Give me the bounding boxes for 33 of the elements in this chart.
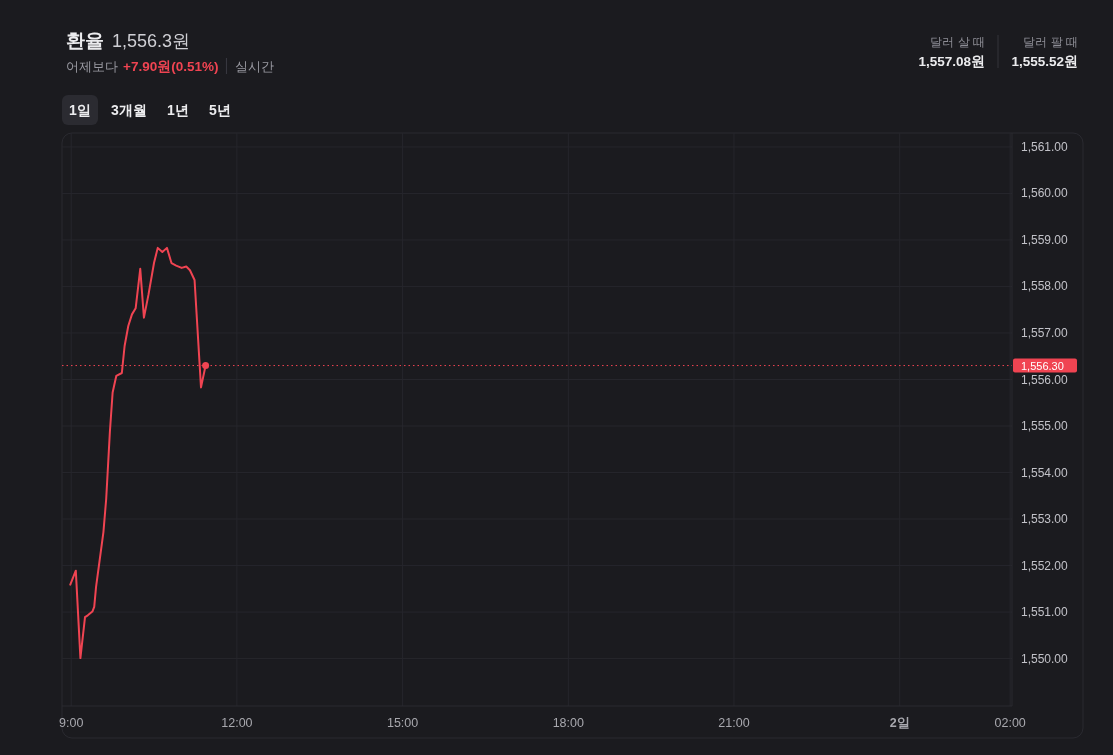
y-tick: 1,559.00 [1021,232,1068,247]
x-tick: 15:00 [386,716,419,730]
annotation: 1,555.52원 [1011,54,1078,69]
y-tick: 1,553.00 [1021,512,1068,527]
y-tick: 1,558.00 [1021,279,1068,294]
y-tick: 1,554.00 [1021,465,1068,480]
ref-line-label: 1,556.30 [1021,360,1064,373]
button-label: 3개월 [111,102,147,118]
y-tick: 1,552.00 [1021,558,1068,573]
annotation: 어제보다 [66,59,118,74]
x-tick: 21:00 [718,716,750,730]
annotation: 실시간 [235,59,275,74]
annotation: 1,557.08원 [918,54,985,69]
y-tick: 1,560.00 [1021,186,1068,201]
x-tick: 12:00 [221,716,253,730]
title: 환율 [66,30,104,51]
subtitle: 1,556.3원 [112,31,191,51]
y-tick: 1,555.00 [1021,419,1068,433]
x-tick: 2일 [889,716,910,730]
y-tick: 1,557.00 [1021,326,1068,340]
x-tick: 18:00 [552,716,584,730]
button-label: 5년 [209,102,231,118]
y-tick: 1,561.00 [1021,139,1068,154]
annotation: 달러 팔 때 [1023,35,1078,49]
y-tick: 1,550.00 [1021,651,1068,666]
x-tick: 02:00 [994,716,1026,730]
y-tick: 1,551.00 [1021,605,1068,620]
x-tick: 9:00 [59,716,84,730]
button-label: 1년 [167,102,189,118]
y-tick: 1,556.00 [1021,372,1068,387]
annotation: +7.90원(0.51%) [123,59,219,74]
button-label: 1일 [69,102,91,118]
annotation: 달러 살 때 [930,35,985,49]
